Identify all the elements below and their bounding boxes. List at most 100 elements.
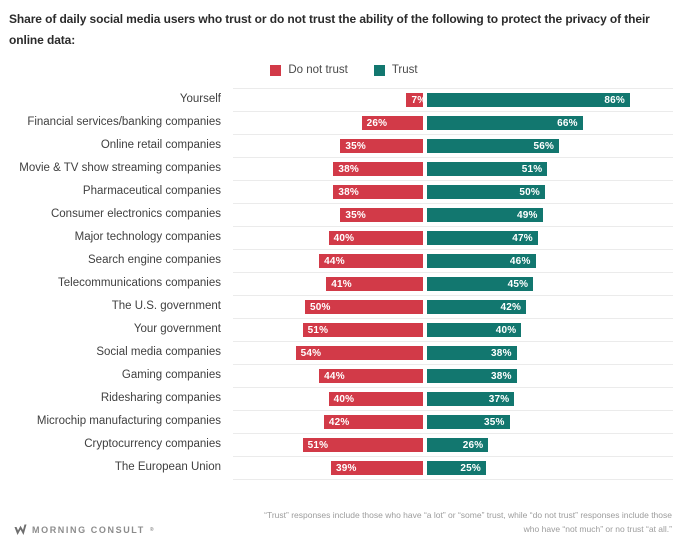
category-label: Financial services/banking companies xyxy=(27,116,221,128)
do-not-trust-zone: 7% xyxy=(233,89,426,111)
legend-item-trust: Trust xyxy=(373,64,418,76)
row-plot: 38% 50% xyxy=(233,180,673,203)
trust-zone: 66% xyxy=(425,112,673,134)
trust-zone: 25% xyxy=(425,457,673,479)
row-plot: 38% 51% xyxy=(233,157,673,180)
do-not-trust-zone: 44% xyxy=(233,365,425,387)
do-not-trust-zone: 51% xyxy=(233,319,425,341)
trust-value: 51% xyxy=(521,163,543,175)
do-not-trust-value: 35% xyxy=(345,140,367,152)
do-not-trust-bar: 42% xyxy=(323,415,423,429)
trust-bar: 46% xyxy=(427,254,536,268)
row-plot: 50% 42% xyxy=(233,295,673,318)
trust-zone: 47% xyxy=(425,227,673,249)
trust-bar: 25% xyxy=(427,461,486,475)
trust-bar: 38% xyxy=(427,346,517,360)
row-plot: 51% 26% xyxy=(233,433,673,456)
chart-row: Social media companies 54% 38% xyxy=(0,341,688,364)
trust-value: 46% xyxy=(509,255,531,267)
do-not-trust-zone: 35% xyxy=(233,204,425,226)
do-not-trust-zone: 42% xyxy=(233,411,425,433)
do-not-trust-zone: 26% xyxy=(233,112,425,134)
trust-bar: 86% xyxy=(427,93,630,107)
category-label: The U.S. government xyxy=(111,300,221,312)
footnote-line-1: “Trust” responses include those who have… xyxy=(264,510,672,520)
category-label: Pharmaceutical companies xyxy=(82,185,221,197)
trust-value: 40% xyxy=(495,324,517,336)
legend-label-do-not-trust: Do not trust xyxy=(288,64,348,76)
category-label: Your government xyxy=(133,323,221,335)
trust-bar: 51% xyxy=(427,162,548,176)
chart-row: The U.S. government 50% 42% xyxy=(0,295,688,318)
do-not-trust-bar: 40% xyxy=(328,392,423,406)
trademark-mark: ® xyxy=(149,527,156,533)
do-not-trust-zone: 44% xyxy=(233,250,425,272)
do-not-trust-bar: 41% xyxy=(326,277,423,291)
do-not-trust-zone: 41% xyxy=(233,273,425,295)
trust-swatch-icon xyxy=(373,64,385,76)
do-not-trust-value: 39% xyxy=(335,462,357,474)
do-not-trust-zone: 39% xyxy=(233,457,425,479)
do-not-trust-value: 42% xyxy=(328,416,350,428)
row-plot: 44% 46% xyxy=(233,249,673,272)
do-not-trust-value: 35% xyxy=(345,209,367,221)
trust-value: 49% xyxy=(517,209,538,221)
row-plot: 41% 45% xyxy=(233,272,673,295)
row-plot: 40% 47% xyxy=(233,226,673,249)
trust-bar: 50% xyxy=(427,185,545,199)
trust-value: 26% xyxy=(462,439,484,451)
chart-row: Major technology companies 40% 47% xyxy=(0,226,688,249)
legend: Do not trust Trust xyxy=(0,64,688,76)
do-not-trust-value: 44% xyxy=(324,255,345,267)
row-plot: 39% 25% xyxy=(233,456,673,479)
legend-item-do-not-trust: Do not trust xyxy=(270,64,348,76)
trust-bar: 38% xyxy=(427,369,517,383)
trust-zone: 38% xyxy=(425,342,673,364)
chart-row: Microchip manufacturing companies 42% 35% xyxy=(0,410,688,433)
brand-mark-icon xyxy=(14,524,27,535)
do-not-trust-value: 51% xyxy=(307,439,329,451)
trust-value: 50% xyxy=(519,186,540,198)
trust-zone: 37% xyxy=(425,388,673,410)
do-not-trust-value: 51% xyxy=(307,324,329,336)
trust-value: 25% xyxy=(460,462,481,474)
footnote-line-2: who have “not much” or no trust “at all.… xyxy=(523,523,672,534)
chart-row: Yourself 7% 86% xyxy=(0,88,688,111)
do-not-trust-value: 54% xyxy=(300,347,322,359)
trust-value: 56% xyxy=(533,140,555,152)
category-label: Online retail companies xyxy=(100,139,221,151)
trust-zone: 45% xyxy=(425,273,673,295)
brand-text: MORNING CONSULT xyxy=(32,525,145,535)
do-not-trust-bar: 44% xyxy=(319,369,423,383)
category-label: The European Union xyxy=(114,461,221,473)
chart-row: Search engine companies 44% 46% xyxy=(0,249,688,272)
row-plot: 51% 40% xyxy=(233,318,673,341)
category-label: Movie & TV show streaming companies xyxy=(19,162,221,174)
trust-zone: 86% xyxy=(425,89,673,111)
do-not-trust-bar: 26% xyxy=(361,116,423,130)
do-not-trust-swatch-icon xyxy=(270,64,282,76)
trust-bar: 47% xyxy=(427,231,538,245)
trust-zone: 26% xyxy=(425,434,673,456)
do-not-trust-value: 40% xyxy=(333,232,355,244)
do-not-trust-value: 40% xyxy=(333,393,355,405)
do-not-trust-zone: 51% xyxy=(233,434,425,456)
category-label: Consumer electronics companies xyxy=(50,208,221,220)
do-not-trust-value: 41% xyxy=(331,278,352,290)
row-plot: 35% 49% xyxy=(233,203,673,226)
do-not-trust-bar: 35% xyxy=(340,139,423,153)
trust-zone: 42% xyxy=(425,296,673,318)
chart-row: Your government 51% 40% xyxy=(0,318,688,341)
chart-row: Movie & TV show streaming companies 38% 51… xyxy=(0,157,688,180)
do-not-trust-zone: 38% xyxy=(233,158,425,180)
trust-bar: 49% xyxy=(427,208,543,222)
row-plot: 35% 56% xyxy=(233,134,673,157)
do-not-trust-bar: 51% xyxy=(302,438,423,452)
do-not-trust-zone: 38% xyxy=(233,181,425,203)
footnote: “Trust” responses include those who have… xyxy=(264,509,672,536)
legend-label-trust: Trust xyxy=(391,64,418,76)
do-not-trust-bar: 7% xyxy=(406,93,426,107)
trust-value: 37% xyxy=(488,393,510,405)
category-label: Yourself xyxy=(179,93,221,105)
